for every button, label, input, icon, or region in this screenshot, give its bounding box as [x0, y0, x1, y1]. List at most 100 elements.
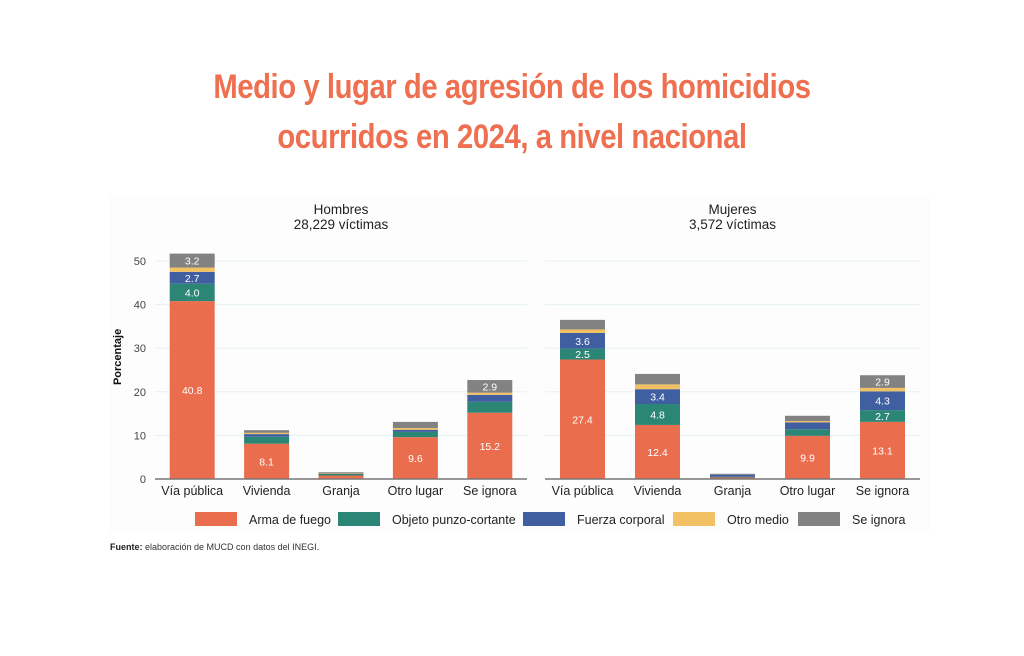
bar-segment-se-ignora — [560, 319, 605, 330]
bar-segment-objeto-punzo-cortante — [635, 404, 680, 425]
data-label: 9.9 — [800, 452, 815, 464]
data-label: 40.8 — [182, 385, 203, 397]
bar-segment-fuerza-corporal — [244, 434, 290, 437]
bar-segment-objeto-punzo-cortante — [467, 401, 513, 413]
bar-segment-objeto-punzo-cortante — [710, 476, 755, 478]
bar-segment-arma-de-fuego — [467, 412, 513, 479]
y-tick-label: 10 — [134, 430, 146, 442]
bar-segment-otro-medio — [635, 384, 680, 390]
data-label: 4.3 — [875, 396, 890, 408]
source-note: Fuente: elaboración de MUCD con datos de… — [110, 542, 319, 552]
bar-segment-se-ignora — [318, 472, 364, 474]
bar-segment-se-ignora — [169, 253, 215, 268]
bar-segment-fuerza-corporal — [635, 389, 680, 405]
legend-label: Otro medio — [727, 513, 789, 527]
x-tick-label: Vía pública — [552, 484, 614, 498]
bar-segment-arma-de-fuego — [318, 475, 364, 479]
bar-segment-objeto-punzo-cortante — [560, 348, 605, 360]
bar-segment-otro-medio — [318, 473, 364, 474]
data-label: 8.1 — [259, 456, 274, 468]
bar-segment-arma-de-fuego — [635, 424, 680, 479]
data-label: 2.9 — [482, 381, 497, 393]
x-tick-label: Vivienda — [243, 484, 291, 498]
bar-segment-se-ignora — [785, 415, 830, 422]
legend-swatch — [798, 512, 840, 526]
chart-title-line-2: ocurridos en 2024, a nivel nacional — [277, 118, 747, 156]
data-label: 2.7 — [185, 273, 200, 285]
bar-segment-arma-de-fuego — [244, 443, 290, 479]
y-tick-label: 40 — [134, 300, 146, 312]
y-tick-label: 0 — [140, 474, 146, 486]
bar-segment-objeto-punzo-cortante — [860, 410, 905, 422]
chart-title: Medio y lugar de agresión de los homicid… — [72, 62, 953, 162]
bar-segment-arma-de-fuego — [392, 437, 438, 479]
data-label: 2.9 — [875, 377, 890, 389]
bar-segment-fuerza-corporal — [169, 271, 215, 284]
bar-segment-se-ignora — [860, 375, 905, 388]
panel-subtitle: 28,229 víctimas — [294, 217, 389, 232]
y-tick-label: 30 — [134, 343, 146, 355]
bar-segment-se-ignora — [244, 430, 290, 433]
x-tick-label: Se ignora — [463, 484, 517, 498]
bar-segment-fuerza-corporal — [560, 332, 605, 349]
bar-segment-fuerza-corporal — [467, 394, 513, 402]
legend-swatch — [195, 512, 237, 526]
data-label: 3.6 — [575, 336, 590, 348]
bar-segment-otro-medio — [244, 432, 290, 435]
bar-segment-otro-medio — [169, 267, 215, 272]
data-label: 27.4 — [572, 414, 593, 426]
x-tick-label: Granja — [322, 484, 360, 498]
bar-segment-otro-medio — [560, 329, 605, 333]
bar-segment-otro-medio — [392, 427, 438, 430]
bar-segment-se-ignora — [710, 473, 755, 475]
bar-segment-otro-medio — [785, 421, 830, 423]
legend-swatch — [338, 512, 380, 526]
y-tick-label: 50 — [134, 256, 146, 268]
panel-title: Mujeres — [708, 202, 756, 217]
x-tick-label: Se ignora — [856, 484, 910, 498]
x-tick-label: Otro lugar — [388, 484, 444, 498]
x-tick-label: Vía pública — [161, 484, 223, 498]
bar-segment-se-ignora — [635, 373, 680, 385]
legend-label: Se ignora — [852, 513, 906, 527]
x-tick-label: Otro lugar — [780, 484, 836, 498]
bar-segment-arma-de-fuego — [560, 359, 605, 479]
bar-segment-otro-medio — [860, 387, 905, 392]
bar-segment-fuerza-corporal — [392, 429, 438, 432]
bar-segment-arma-de-fuego — [860, 421, 905, 479]
bar-segment-fuerza-corporal — [785, 422, 830, 430]
y-tick-label: 20 — [134, 387, 146, 399]
panel-title: Hombres — [314, 202, 369, 217]
data-label: 4.0 — [185, 287, 200, 299]
bar-segment-objeto-punzo-cortante — [785, 429, 830, 436]
chart-area: Porcentaje 0 10 20 30 40 50 Hombres 28,229 vícti… — [110, 194, 930, 534]
data-label: 2.7 — [875, 411, 890, 423]
bar-segment-objeto-punzo-cortante — [392, 431, 438, 438]
chart-title-line-1: Medio y lugar de agresión de los homicid… — [213, 68, 811, 106]
legend-label: Fuerza corporal — [577, 513, 665, 527]
bar-segment-fuerza-corporal — [860, 391, 905, 411]
data-label: 13.1 — [872, 445, 893, 457]
bar-segment-objeto-punzo-cortante — [244, 436, 290, 444]
y-axis-label: Porcentaje — [112, 329, 124, 385]
bar-segment-arma-de-fuego — [710, 477, 755, 479]
legend-label: Arma de fuego — [249, 513, 331, 527]
data-label: 9.6 — [408, 453, 423, 465]
bar-segment-objeto-punzo-cortante — [169, 283, 215, 302]
data-label: 12.4 — [647, 447, 668, 459]
data-label: 2.5 — [575, 349, 590, 361]
data-label: 3.2 — [185, 256, 200, 268]
bar-segment-fuerza-corporal — [710, 474, 755, 477]
data-label: 15.2 — [480, 441, 501, 453]
x-tick-label: Vivienda — [634, 484, 682, 498]
legend-swatch — [673, 512, 715, 526]
bar-segment-objeto-punzo-cortante — [318, 473, 364, 476]
legend-label: Objeto punzo-cortante — [392, 513, 516, 527]
bar-segment-otro-medio — [467, 392, 513, 395]
bar-segment-arma-de-fuego — [785, 435, 830, 479]
bar-segment-arma-de-fuego — [169, 301, 215, 479]
source-text: elaboración de MUCD con datos del INEGI. — [145, 542, 320, 552]
legend-swatch — [523, 512, 565, 526]
source-label: Fuente: — [110, 542, 143, 552]
